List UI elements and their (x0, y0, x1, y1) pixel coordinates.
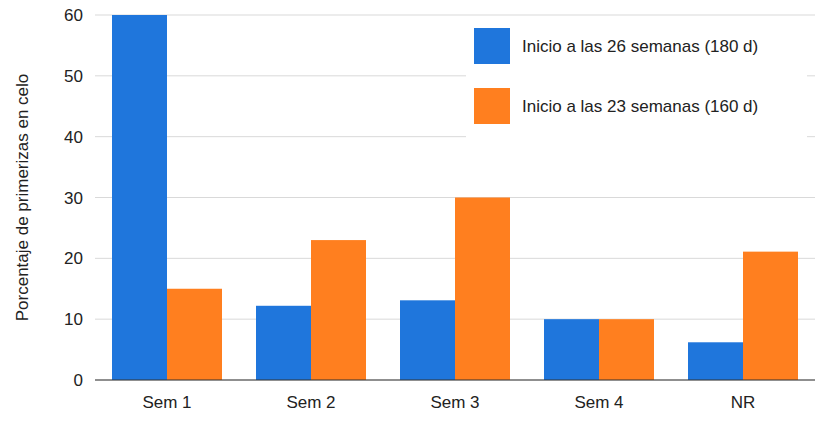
legend-swatch (474, 28, 510, 64)
x-axis-line (95, 379, 815, 380)
y-tick-label: 30 (64, 189, 83, 208)
y-tick-label: 20 (64, 249, 83, 268)
chart-svg: 0 10 20 30 40 50 60 Sem 1 Sem 2 Sem 3 Sem 4 NR Porce… (0, 0, 820, 439)
bar (256, 306, 311, 380)
legend-label: Inicio a las 26 semanas (180 d) (522, 37, 758, 56)
bar (455, 198, 510, 381)
grid-line (95, 15, 815, 16)
x-tick-label: NR (731, 393, 756, 412)
y-axis-label: Porcentaje de primerizas en celo (13, 74, 32, 322)
y-tick-label: 50 (64, 67, 83, 86)
x-tick-label: Sem 2 (286, 393, 335, 412)
legend: Inicio a las 26 semanas (180 d) Inicio a … (466, 20, 807, 144)
bar (112, 15, 167, 380)
bar (544, 319, 599, 380)
x-tick-label: Sem 4 (574, 393, 623, 412)
bar (167, 289, 222, 380)
bar (599, 319, 654, 380)
legend-label: Inicio a las 23 semanas (160 d) (522, 97, 758, 116)
chart-container: 0 10 20 30 40 50 60 Sem 1 Sem 2 Sem 3 Sem 4 NR Porce… (0, 0, 820, 439)
grid-line (95, 380, 815, 381)
y-tick-label: 60 (64, 6, 83, 25)
legend-swatch (474, 88, 510, 124)
y-tick-label: 0 (74, 371, 83, 390)
x-tick-label: Sem 1 (142, 393, 191, 412)
bar (400, 300, 455, 380)
grid (95, 15, 815, 380)
bar (311, 240, 366, 380)
bar (743, 252, 798, 380)
legend-bg (466, 20, 807, 144)
y-tick-label: 10 (64, 310, 83, 329)
x-tick-label: Sem 3 (430, 393, 479, 412)
y-tick-label: 40 (64, 128, 83, 147)
bar (688, 342, 743, 380)
